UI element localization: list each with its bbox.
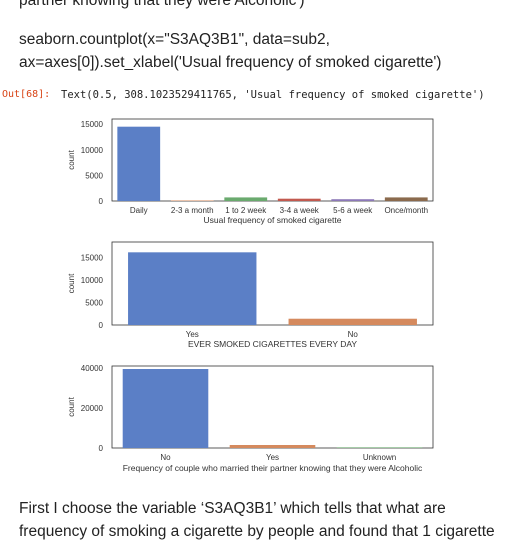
chart-0-bar-2	[224, 197, 268, 201]
chart-0-ytick-1: 5000	[85, 171, 103, 180]
chart-1-ytick-2: 10000	[81, 276, 104, 285]
body-line-2: frequency of smoking a cigarette by peop…	[19, 523, 495, 540]
chart-2-xtick-0: No	[160, 453, 171, 462]
output-prompt: Out[68]:	[2, 89, 51, 100]
chart-0-xtick-0: Daily	[130, 206, 148, 215]
output-text: Text(0.5, 308.1023529411765, 'Usual freq…	[61, 89, 485, 101]
chart-2-bar-2	[336, 447, 423, 448]
top-text-fragment: partner knowing that they were Alcoholic…	[19, 0, 305, 9]
chart-0-xtick-4: 5-6 a week	[333, 206, 373, 215]
chart-1-ylabel: count	[67, 273, 76, 293]
chart-2-xtick-1: Yes	[266, 453, 279, 462]
charts-figure: Daily 2-3 a month 1 to 2 week 3-4 a week 5-6…	[67, 118, 434, 473]
chart-1-xlabel: EVER SMOKED CIGARETTES EVERY DAY	[188, 339, 357, 349]
chart-2-ytick-2: 40000	[81, 364, 104, 373]
chart-2-xtick-2: Unknown	[363, 453, 396, 462]
code-line-2: ax=axes[0]).set_xlabel('Usual frequency …	[19, 54, 442, 71]
chart-0-xtick-2: 1 to 2 week	[225, 206, 267, 215]
chart-2-xlabel: Frequency of couple who married their pa…	[123, 463, 423, 473]
chart-0-xtick-3: 3-4 a week	[280, 206, 320, 215]
chart-0-ytick-3: 15000	[81, 120, 104, 129]
chart-0-frame	[111, 118, 434, 202]
chart-0-bar-3	[277, 198, 321, 201]
chart-0-ylabel: count	[67, 149, 76, 169]
chart-0-xtick-5: Once/month	[384, 206, 428, 215]
chart-2-bar-1	[229, 445, 316, 448]
chart-0-xlabel: Usual frequency of smoked cigarette	[204, 215, 342, 225]
chart-0-bar-5	[384, 197, 428, 201]
chart-1-ytick-1: 5000	[85, 299, 103, 308]
chart-2-ylabel: count	[67, 396, 76, 416]
chart-0-xtick-1: 2-3 a month	[171, 206, 214, 215]
chart-1-xtick-1: No	[348, 330, 359, 339]
chart-0-ytick-0: 0	[99, 197, 104, 206]
chart-1-bar-1	[288, 318, 417, 325]
chart-0-bar-4	[331, 199, 375, 201]
chart-1-ytick-0: 0	[99, 321, 104, 330]
body-line-1: First I choose the variable ‘S3AQ3B1’ wh…	[19, 500, 446, 517]
chart-2-bar-0	[122, 369, 209, 448]
chart-0-bar-1	[170, 200, 214, 201]
chart-2-ytick-1: 20000	[81, 404, 104, 413]
chart-0-ytick-2: 10000	[81, 146, 104, 155]
code-line-1: seaborn.countplot(x="S3AQ3B1", data=sub2…	[19, 31, 330, 48]
chart-1-xtick-0: Yes	[186, 330, 199, 339]
chart-1-ytick-3: 15000	[81, 254, 104, 263]
chart-1-bar-0	[128, 252, 257, 325]
chart-2-ytick-0: 0	[99, 444, 104, 453]
chart-0-bar-0	[117, 126, 161, 201]
